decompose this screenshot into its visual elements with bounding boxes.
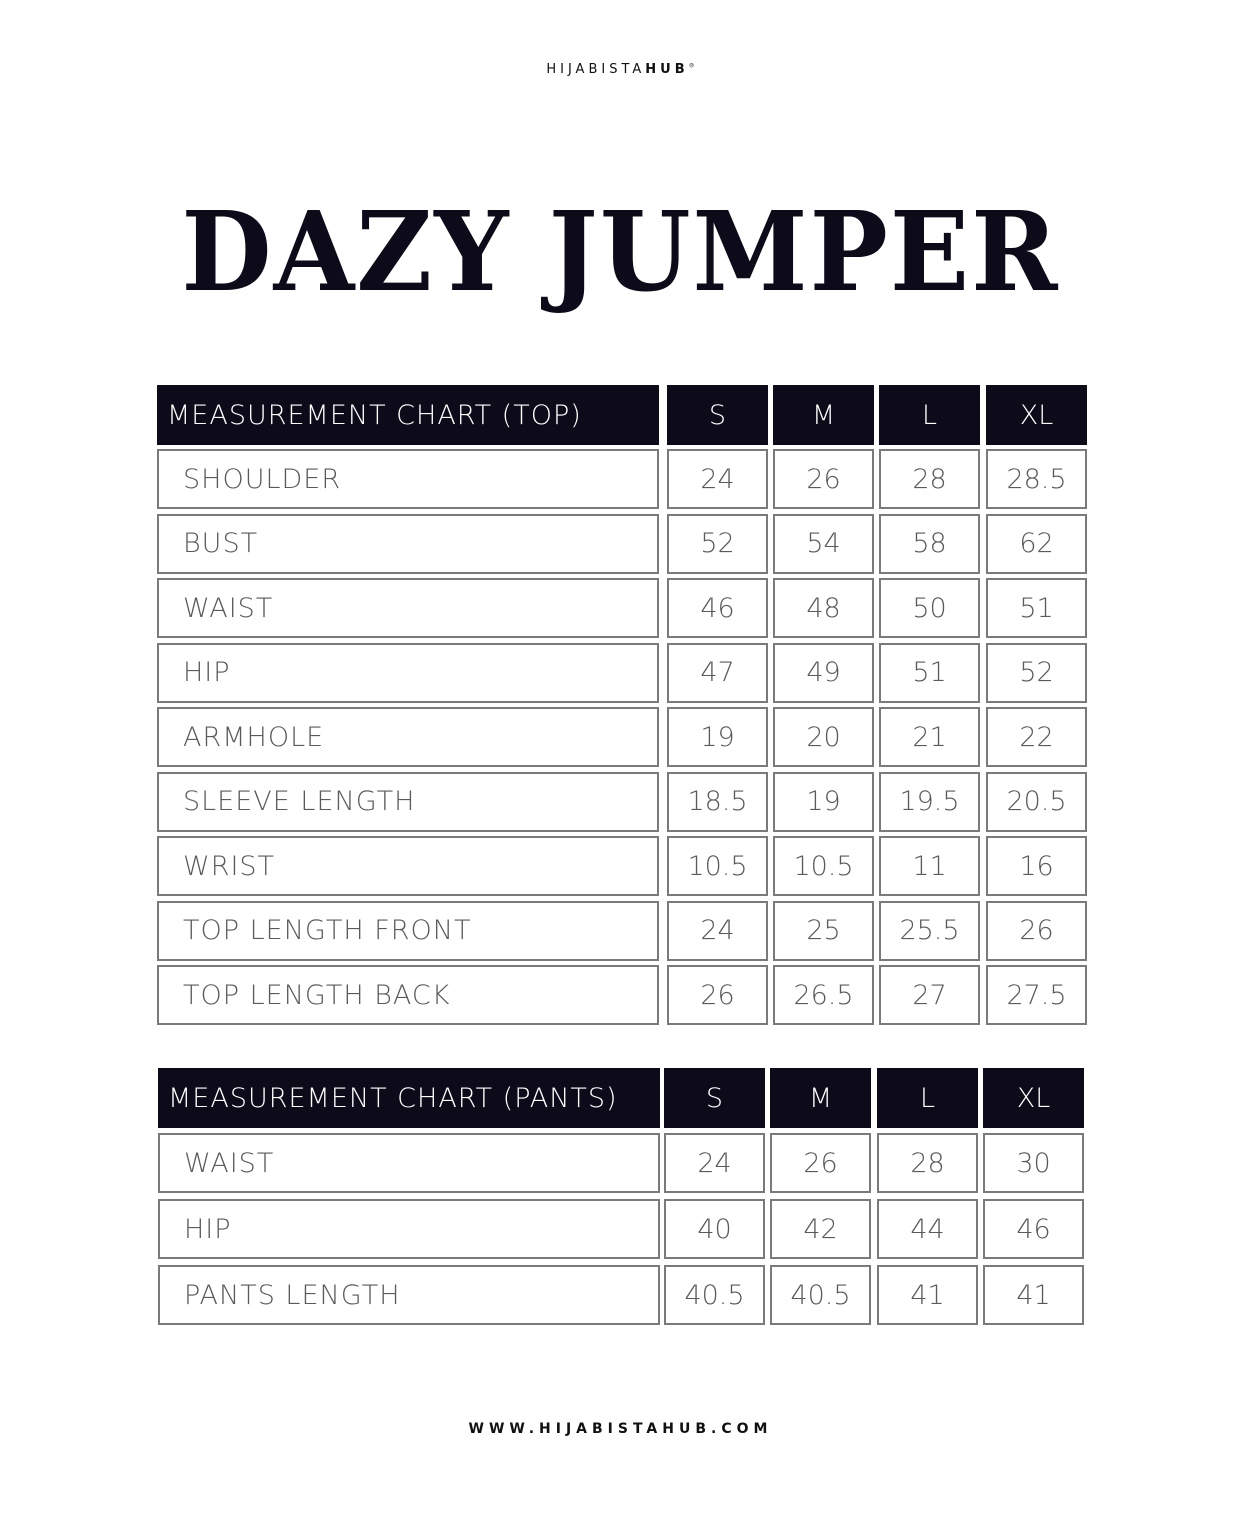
- measurement-value: 26: [773, 449, 874, 509]
- size-header: L: [879, 385, 980, 445]
- measurement-value: 18.5: [667, 771, 768, 832]
- measurement-value: 27: [879, 965, 980, 1025]
- measurement-value: 54: [773, 513, 874, 574]
- measurement-value: 48: [773, 578, 874, 638]
- registered-mark: ®: [688, 62, 695, 70]
- measurement-value: 41: [877, 1265, 978, 1325]
- size-header: S: [664, 1068, 765, 1128]
- measurement-value: 46: [983, 1199, 1084, 1259]
- measurement-value: 50: [879, 578, 980, 638]
- measurement-value: 62: [986, 513, 1087, 574]
- measurement-value: 26.5: [773, 965, 874, 1025]
- measurement-value: 47: [667, 642, 768, 703]
- measurement-value: 20.5: [986, 771, 1087, 832]
- measurement-value: 52: [667, 513, 768, 574]
- measurement-label: HIP: [158, 1199, 660, 1259]
- brand-name-bold: HUB: [645, 62, 689, 77]
- measurement-value: 20: [773, 707, 874, 767]
- measurement-value: 51: [879, 642, 980, 703]
- measurement-value: 28: [879, 449, 980, 509]
- size-header: M: [773, 385, 874, 445]
- website-url: WWW.HIJABISTAHUB.COM: [468, 1421, 773, 1437]
- measurement-value: 19.5: [879, 771, 980, 832]
- measurement-value: 49: [773, 642, 874, 703]
- measurement-value: 26: [770, 1133, 871, 1193]
- brand-name: HIJABISTA: [546, 62, 646, 77]
- measurement-label: PANTS LENGTH: [158, 1265, 660, 1325]
- size-header: S: [667, 385, 768, 445]
- measurement-value: 19: [773, 771, 874, 832]
- measurement-value: 11: [879, 836, 980, 896]
- table-header-title: MEASUREMENT CHART (PANTS): [158, 1068, 660, 1128]
- measurement-value: 40.5: [770, 1265, 871, 1325]
- measurement-value: 16: [986, 836, 1087, 896]
- measurement-value: 24: [664, 1133, 765, 1193]
- measurement-value: 52: [986, 642, 1087, 703]
- measurement-label: TOP LENGTH FRONT: [157, 900, 659, 961]
- measurement-value: 40.5: [664, 1265, 765, 1325]
- measurement-value: 26: [986, 900, 1087, 961]
- measurement-value: 25.5: [879, 900, 980, 961]
- measurement-value: 21: [879, 707, 980, 767]
- size-header: XL: [986, 385, 1087, 445]
- measurement-value: 28: [877, 1133, 978, 1193]
- size-header: L: [877, 1068, 978, 1128]
- measurement-value: 28.5: [986, 449, 1087, 509]
- measurement-value: 58: [879, 513, 980, 574]
- measurement-label: WRIST: [157, 836, 659, 896]
- measurement-value: 25: [773, 900, 874, 961]
- measurement-value: 27.5: [986, 965, 1087, 1025]
- measurement-label: ARMHOLE: [157, 707, 659, 767]
- measurement-label: BUST: [157, 513, 659, 574]
- measurement-value: 24: [667, 900, 768, 961]
- measurement-value: 44: [877, 1199, 978, 1259]
- measurement-value: 10.5: [773, 836, 874, 896]
- measurement-label: SLEEVE LENGTH: [157, 771, 659, 832]
- measurement-value: 22: [986, 707, 1087, 767]
- measurement-label: WAIST: [157, 578, 659, 638]
- measurement-value: 26: [667, 965, 768, 1025]
- page-title: DAZY JUMPER: [181, 186, 1060, 317]
- measurement-value: 19: [667, 707, 768, 767]
- size-header: XL: [983, 1068, 1084, 1128]
- measurement-value: 51: [986, 578, 1087, 638]
- measurement-label: HIP: [157, 642, 659, 703]
- measurement-value: 42: [770, 1199, 871, 1259]
- table-header-title: MEASUREMENT CHART (TOP): [157, 385, 659, 445]
- measurement-value: 40: [664, 1199, 765, 1259]
- measurement-value: 24: [667, 449, 768, 509]
- measurement-label: WAIST: [158, 1133, 660, 1193]
- brand-logo: HIJABISTAHUB®: [0, 62, 1241, 77]
- size-header: M: [770, 1068, 871, 1128]
- measurement-label: TOP LENGTH BACK: [157, 965, 659, 1025]
- measurement-value: 30: [983, 1133, 1084, 1193]
- measurement-label: SHOULDER: [157, 449, 659, 509]
- measurement-value: 10.5: [667, 836, 768, 896]
- measurement-value: 41: [983, 1265, 1084, 1325]
- measurement-value: 46: [667, 578, 768, 638]
